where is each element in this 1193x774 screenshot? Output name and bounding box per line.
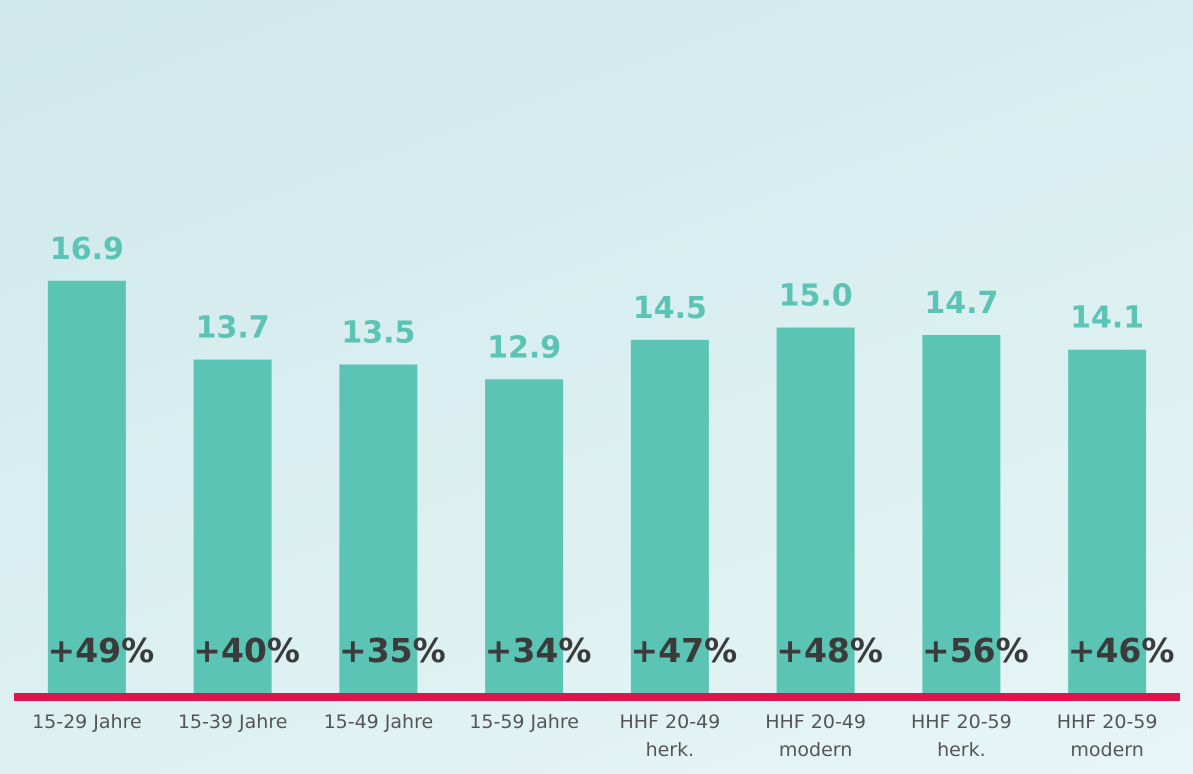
value-label: 14.7 — [924, 286, 998, 321]
x-tick-label: HHF 20-59 herk. — [910, 711, 1012, 761]
value-label: 15.0 — [779, 279, 853, 314]
x-tick-label: 15-59 Jahre — [469, 711, 579, 733]
bar — [630, 339, 709, 697]
annotation: +46% — [1068, 631, 1175, 670]
x-tick-label: HHF 20-49 herk. — [619, 711, 721, 761]
value-label: 13.7 — [196, 311, 270, 346]
x-tick-label: 15-29 Jahre — [32, 711, 142, 733]
baseline — [14, 693, 1180, 701]
annotation: +47% — [631, 631, 738, 670]
annotation: +48% — [776, 631, 883, 670]
x-tick-label: HHF 20-59 modern — [1056, 711, 1158, 761]
annotation: +49% — [48, 631, 155, 670]
x-tick-label: 15-39 Jahre — [177, 711, 288, 733]
value-label: 12.9 — [487, 330, 561, 365]
value-label: 14.5 — [633, 291, 707, 326]
bar — [339, 364, 418, 697]
value-label: 14.1 — [1070, 301, 1144, 336]
annotation: +40% — [193, 631, 300, 670]
value-label: 13.5 — [341, 316, 415, 351]
annotation: +35% — [339, 631, 446, 670]
bar — [193, 359, 272, 697]
x-tick-label: 15-49 Jahre — [323, 711, 434, 733]
bar — [1068, 349, 1147, 697]
bar — [776, 327, 855, 697]
bar — [47, 280, 126, 697]
bar — [922, 334, 1001, 697]
annotation: +34% — [485, 631, 592, 670]
value-label: 16.9 — [50, 232, 124, 267]
x-tick-label: HHF 20-49 modern — [765, 711, 866, 761]
annotation: +56% — [922, 631, 1029, 670]
bar — [485, 379, 564, 697]
